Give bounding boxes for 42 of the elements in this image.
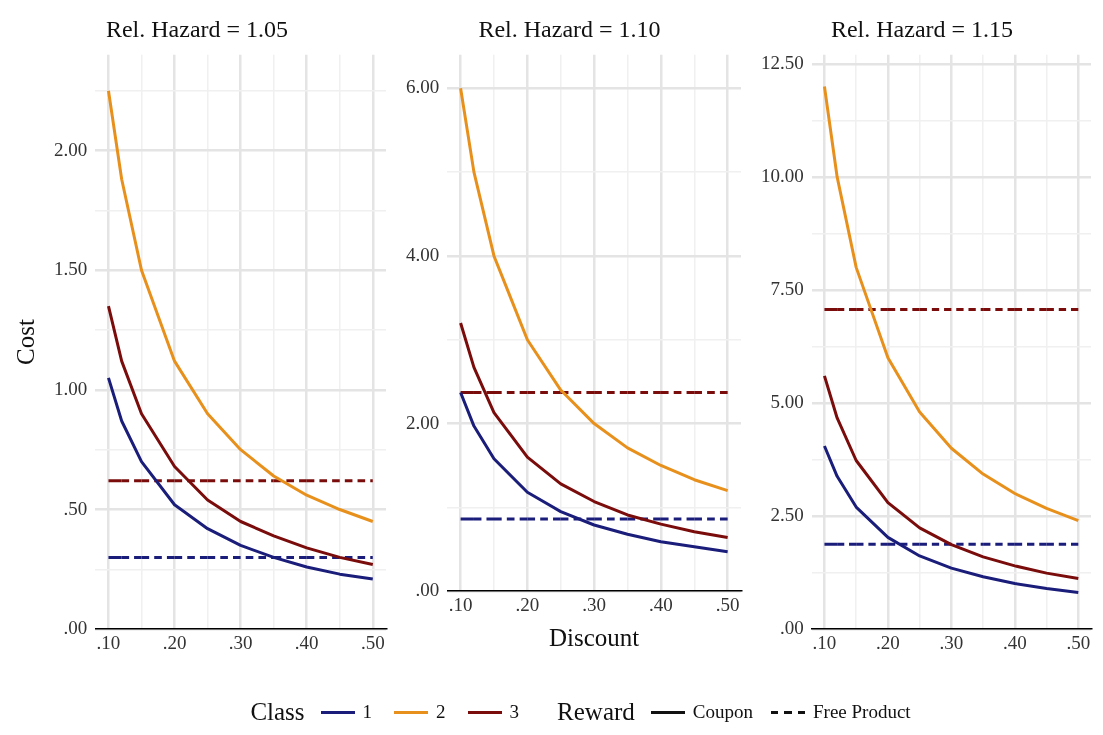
y-tick-label: .00 xyxy=(63,617,88,639)
y-tick-label: 6.00 xyxy=(406,76,440,98)
legend-label: 1 xyxy=(362,701,373,723)
text: Reward xyxy=(557,698,635,726)
x-tick-label: .30 xyxy=(582,593,606,615)
y-tick-label: .00 xyxy=(780,617,804,639)
y-tick-label: 1.00 xyxy=(54,377,88,399)
y-tick-label: 4.00 xyxy=(406,243,440,265)
x-tick-label: .40 xyxy=(294,631,319,653)
x-tick-label: .50 xyxy=(1066,631,1091,653)
legend-label: 3 xyxy=(509,701,520,723)
y-tick-label: 5.00 xyxy=(770,391,804,413)
x-tick-label: .30 xyxy=(228,631,253,653)
x-tick-label: .30 xyxy=(939,631,964,653)
x-tick-label: .10 xyxy=(96,631,121,653)
y-tick-label: 2.00 xyxy=(54,138,88,160)
x-tick-label: .20 xyxy=(876,631,900,653)
chart-title: Rel. Hazard = 1.10 xyxy=(478,15,661,42)
chart-title: Rel. Hazard = 1.05 xyxy=(105,15,289,42)
x-axis-title: Discount xyxy=(548,623,640,651)
x-tick-label: .20 xyxy=(515,593,540,615)
x-tick-label: .50 xyxy=(360,631,385,653)
chart-title: Rel. Hazard = 1.15 xyxy=(830,15,1014,42)
x-tick-label: .50 xyxy=(715,593,740,615)
y-axis-title: Cost xyxy=(11,319,39,365)
x-tick-label: .10 xyxy=(812,631,837,653)
y-tick-label: 10.00 xyxy=(761,164,804,186)
legend-label: 2 xyxy=(436,701,446,723)
y-tick-label: .00 xyxy=(415,579,440,601)
y-tick-label: 1.50 xyxy=(54,258,88,280)
x-tick-label: .40 xyxy=(649,593,673,615)
y-tick-label: .50 xyxy=(63,497,88,519)
y-tick-label: 7.50 xyxy=(770,277,804,299)
legend-title: Class xyxy=(250,698,305,726)
text: Free Product xyxy=(813,701,911,723)
x-tick-label: .20 xyxy=(162,631,187,653)
text: Coupon xyxy=(692,701,753,723)
y-tick-label: 2.00 xyxy=(406,411,440,433)
y-tick-label: 12.50 xyxy=(761,51,804,73)
y-tick-label: 2.50 xyxy=(770,504,804,526)
x-tick-label: .10 xyxy=(448,593,473,615)
x-tick-label: .40 xyxy=(1002,631,1027,653)
